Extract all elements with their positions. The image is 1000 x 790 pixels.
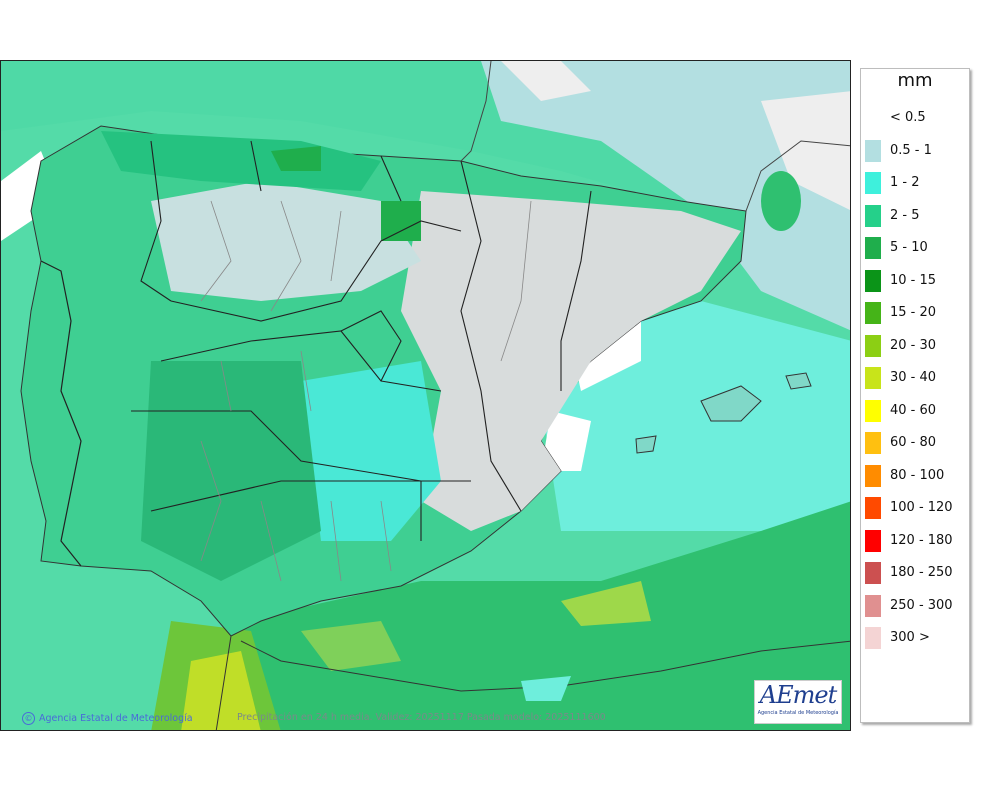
legend-item: 1 - 2 <box>861 172 969 194</box>
legend-item: 30 - 40 <box>861 367 969 389</box>
logo-subtitle: Agencia Estatal de Meteorología <box>757 710 839 716</box>
aemet-logo: AEmet Agencia Estatal de Meteorología <box>754 680 842 724</box>
dry-interior-northeast <box>401 191 741 531</box>
strait-core <box>181 651 261 730</box>
legend-label: 10 - 15 <box>890 272 937 288</box>
legend-item: 100 - 120 <box>861 497 969 519</box>
precipitation-map <box>0 60 851 731</box>
credit-line: © Agencia Estatal de Meteorología <box>22 712 193 725</box>
legend-label: 40 - 60 <box>890 402 937 418</box>
legend-label: 60 - 80 <box>890 435 937 450</box>
basque-rain <box>381 201 421 241</box>
legend-swatch <box>865 399 881 422</box>
legend-item: 5 - 10 <box>861 237 969 259</box>
copyright-icon: © <box>22 712 35 725</box>
legend-item: 80 - 100 <box>861 464 969 487</box>
province-borders <box>200 200 532 582</box>
legend-swatch <box>865 562 881 584</box>
legend-label: 15 - 20 <box>890 305 937 320</box>
legend-label: 1 - 2 <box>890 175 920 190</box>
map-canvas <box>1 61 850 730</box>
legend-swatch <box>865 432 881 454</box>
north-africa-coast <box>240 640 850 692</box>
legend-label: 5 - 10 <box>890 240 928 255</box>
france-dry-area <box>481 61 850 331</box>
legend-swatch <box>865 594 881 617</box>
legend-swatch <box>865 269 881 292</box>
map-caption: Precipitación en 24 h media. Validez: 20… <box>237 712 606 723</box>
legend-unit: mm <box>897 70 933 91</box>
mediterranean-band <box>541 361 850 531</box>
strait-coast <box>215 635 232 730</box>
legend-label: 250 - 300 <box>890 597 953 613</box>
legend-item: 10 - 15 <box>861 269 969 292</box>
legend-swatch <box>865 139 881 162</box>
legend-item: 15 - 20 <box>861 302 969 324</box>
legend-swatch <box>865 302 881 324</box>
legend-label: 120 - 180 <box>890 532 953 548</box>
legend-item: 0.5 - 1 <box>861 139 969 162</box>
cantabrian-rain <box>101 131 381 191</box>
legend-swatch <box>865 464 881 487</box>
legend-panel: mm < 0.5 0.5 - 1 1 - 2 2 - 5 5 - 10 10 - 15 15… <box>860 68 970 723</box>
offshore-rain-cell <box>761 171 801 231</box>
legend-swatch <box>865 237 881 259</box>
alps-no-rain-area <box>761 91 850 211</box>
menorca-island <box>785 372 812 390</box>
legend-label: 0.5 - 1 <box>890 142 932 158</box>
small-dry-cell <box>697 118 725 134</box>
legend-item: 40 - 60 <box>861 399 969 422</box>
legend-label: < 0.5 <box>890 110 926 125</box>
legend-label: 300 > <box>890 630 930 645</box>
legend-swatch <box>865 529 881 552</box>
legend-item: < 0.5 <box>861 107 969 127</box>
alboran-patch-1 <box>301 621 401 671</box>
mallorca-island <box>700 385 762 422</box>
legend-label: 100 - 120 <box>890 500 953 515</box>
legend-label: 30 - 40 <box>890 370 937 385</box>
legend-item: 300 > <box>861 627 969 649</box>
dry-interior-north <box>151 181 421 301</box>
credit-text: Agencia Estatal de Meteorología <box>39 713 193 724</box>
france-no-rain-area <box>501 61 591 101</box>
legend-label: 20 - 30 <box>890 337 937 353</box>
legend-swatch <box>865 497 881 519</box>
central-light-rain <box>301 361 441 541</box>
legend-swatch <box>865 107 881 129</box>
legend-label: 2 - 5 <box>890 207 920 223</box>
legend-swatch <box>865 172 881 194</box>
legend-item: 2 - 5 <box>861 204 969 227</box>
logo-wordmark: AEmet <box>759 681 837 709</box>
gulf-of-lion-coast <box>745 140 850 212</box>
legend-swatch <box>865 334 881 357</box>
dry-sea-patch-valencia <box>541 411 591 471</box>
legend-item: 250 - 300 <box>861 594 969 617</box>
legend-swatch <box>865 627 881 649</box>
alboran-light-cell <box>521 676 571 701</box>
cantabrian-heavy-rain <box>271 146 321 171</box>
legend-item: 20 - 30 <box>861 334 969 357</box>
legend-item: 120 - 180 <box>861 529 969 552</box>
france-coast <box>460 61 492 162</box>
southwest-moderate-rain <box>141 361 321 581</box>
legend-item: 180 - 250 <box>861 562 969 584</box>
ibiza-island <box>635 435 657 454</box>
legend-swatch <box>865 367 881 389</box>
alboran-patch-2 <box>561 581 651 626</box>
portugal-border <box>40 260 82 567</box>
legend-label: 80 - 100 <box>890 467 945 483</box>
legend-swatch <box>865 204 881 227</box>
legend-item: 60 - 80 <box>861 432 969 454</box>
region-borders <box>131 140 592 541</box>
alboran-band <box>201 501 850 730</box>
legend-label: 180 - 250 <box>890 565 953 580</box>
